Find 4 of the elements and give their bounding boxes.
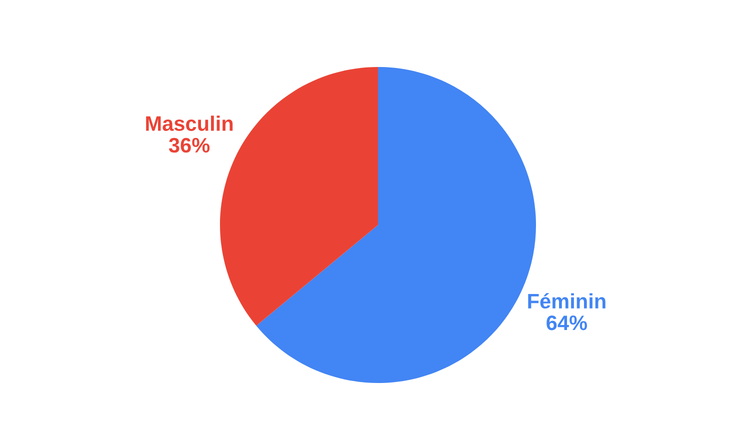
data-label: 64% — [546, 315, 588, 330]
slice-label: Masculin — [146, 116, 233, 131]
data-label: 36% — [168, 138, 210, 153]
slice-label: Féminin — [528, 293, 606, 309]
